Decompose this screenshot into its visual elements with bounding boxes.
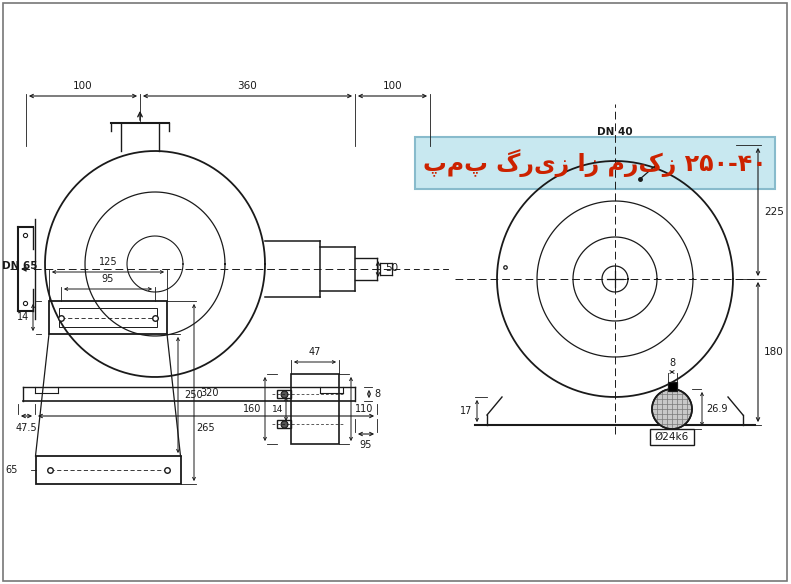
Bar	[668, 382, 676, 391]
Bar	[291, 374, 339, 444]
Text: 17: 17	[460, 406, 472, 416]
Text: 125: 125	[99, 257, 117, 267]
Bar	[650, 429, 694, 445]
Circle shape	[652, 389, 692, 429]
Bar	[49, 301, 167, 334]
Text: 100: 100	[383, 81, 403, 91]
Text: 180: 180	[764, 347, 784, 357]
Text: 265: 265	[197, 423, 215, 433]
Text: 95: 95	[360, 440, 373, 450]
Bar	[577, 145, 653, 161]
Text: 160: 160	[243, 404, 261, 414]
Text: 47: 47	[308, 347, 321, 357]
Bar	[277, 420, 291, 428]
Bar	[36, 456, 180, 484]
Text: Ø24k6: Ø24k6	[655, 432, 689, 442]
Text: 26.9: 26.9	[706, 404, 728, 414]
Text: پمپ گریز از مرکز ۲۵۰-۴۰: پمپ گریز از مرکز ۲۵۰-۴۰	[423, 149, 766, 177]
Text: 8: 8	[374, 389, 380, 399]
Text: 50: 50	[385, 263, 398, 273]
Bar	[277, 390, 291, 398]
Text: 360: 360	[237, 81, 257, 91]
Text: 95: 95	[102, 274, 114, 284]
Text: 225: 225	[764, 207, 784, 217]
Text: 8: 8	[669, 358, 675, 368]
Text: 14: 14	[17, 312, 29, 322]
Text: 47.5: 47.5	[16, 423, 37, 433]
Text: 250: 250	[184, 390, 202, 400]
Text: 65: 65	[5, 465, 17, 475]
Text: DN 40: DN 40	[597, 127, 633, 137]
Text: 110: 110	[355, 404, 373, 414]
Text: DN 65: DN 65	[2, 261, 37, 271]
Bar	[589, 161, 641, 171]
Bar	[59, 308, 157, 327]
Text: 320: 320	[200, 388, 218, 398]
Text: 100: 100	[74, 81, 93, 91]
FancyBboxPatch shape	[415, 137, 775, 189]
Text: 14: 14	[271, 405, 283, 413]
